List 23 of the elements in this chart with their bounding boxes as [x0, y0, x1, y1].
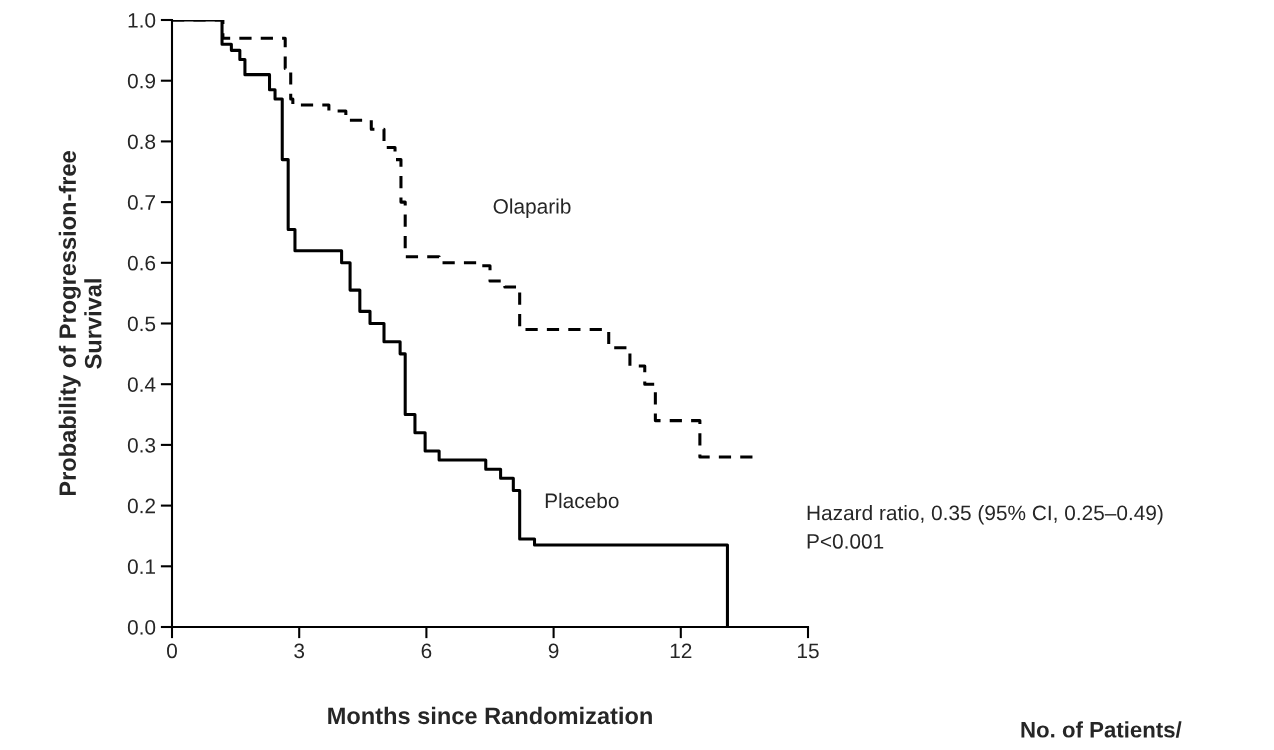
y-tick-label: 0.4 [127, 377, 156, 392]
y-tick-label: 0.7 [127, 195, 155, 210]
annotation: Hazard ratio, 0.35 (95% CI, 0.25–0.49) P<0.001 [807, 505, 1163, 549]
y-tick-label: 0.6 [127, 255, 156, 271]
x-tick-label: 6 [421, 643, 432, 659]
x-tick-label: 0 [167, 643, 177, 659]
y-tick-label: 0.8 [127, 134, 156, 150]
x-tick-label: 3 [294, 643, 305, 659]
y-tick-label: 0.9 [127, 73, 156, 89]
y-tick-label: 0.0 [127, 620, 156, 635]
y-tick-label: 0.1 [127, 559, 156, 575]
text: Olaparib [493, 198, 571, 218]
series-label: Placebo [545, 492, 619, 509]
x-tick-label: 9 [548, 643, 559, 659]
x-tick-label: 12 [670, 643, 692, 659]
x-tick-label: 15 [798, 643, 819, 659]
y-tick-label: 1.0 [128, 13, 156, 28]
x-axis-title: Months since Randomization [328, 706, 652, 725]
y-axis-title: Probability of Progression-free Survival [58, 151, 102, 496]
y-tick-label: 0.2 [127, 498, 155, 514]
y-tick-label: 0.3 [127, 437, 156, 453]
y-tick-label: 0.5 [127, 316, 156, 332]
text: No. of Patients/ [1021, 721, 1182, 738]
